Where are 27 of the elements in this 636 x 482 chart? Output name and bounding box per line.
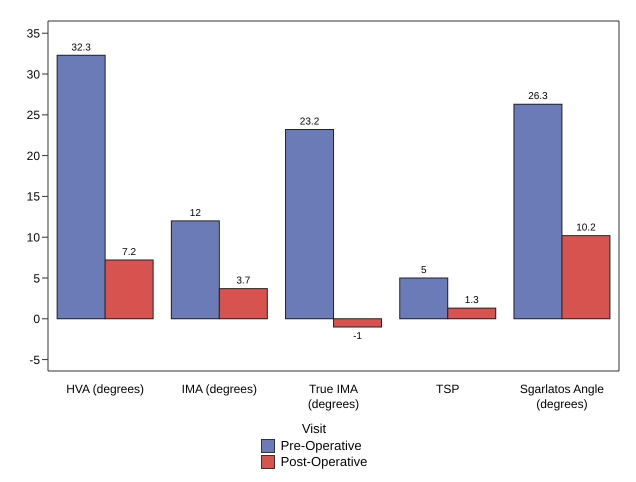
x-tick-label: TSP [436, 382, 460, 396]
legend-title: Visit [302, 421, 326, 436]
y-tick-label: 10 [26, 230, 40, 244]
data-label: 5 [420, 264, 427, 276]
y-tick-label: 15 [26, 190, 40, 204]
data-label: 12 [190, 208, 202, 219]
y-tick-label: 0 [33, 312, 40, 326]
data-label: 1.3 [464, 295, 480, 306]
data-label: 7.2 [122, 247, 137, 258]
data-label: 10.2 [576, 222, 596, 234]
data-label: -1 [353, 330, 362, 342]
legend-label: Post-Operative [280, 454, 368, 470]
data-label: 3.7 [236, 276, 251, 287]
x-tick-label: IMA (degrees) [182, 382, 257, 396]
y-tick-label: 25 [26, 108, 40, 122]
x-tick-label: HVA (degrees) [66, 382, 144, 396]
y-tick-label: 20 [26, 148, 40, 163]
x-tick-label: True IMA (degrees) [308, 382, 360, 411]
x-tick-label: Sgarlatos Angle (degrees) [520, 382, 604, 411]
data-label: 23.2 [300, 116, 320, 128]
y-tick-label: 30 [26, 67, 40, 82]
legend-label: Pre-Operative [280, 438, 362, 454]
data-label: 32.3 [71, 42, 92, 54]
y-tick-label: 35 [26, 26, 40, 40]
data-label: 26.3 [528, 91, 548, 102]
y-tick-label: 5 [33, 271, 40, 286]
y-tick-label: -5 [29, 352, 40, 367]
